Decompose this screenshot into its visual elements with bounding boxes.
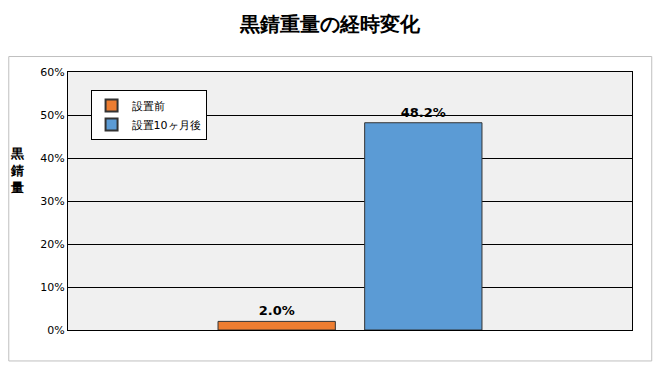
svg-text:40%: 40%: [40, 152, 64, 165]
svg-text:30%: 30%: [40, 195, 64, 208]
svg-text:20%: 20%: [40, 238, 64, 251]
svg-text:黒錆量: 黒錆量: [10, 146, 25, 195]
svg-text:黒錆重量の経時変化: 黒錆重量の経時変化: [239, 12, 421, 36]
svg-text:設置前: 設置前: [132, 100, 165, 113]
svg-text:50%: 50%: [40, 109, 64, 122]
svg-text:48.2%: 48.2%: [401, 105, 446, 120]
svg-text:10%: 10%: [40, 281, 64, 294]
svg-text:60%: 60%: [40, 66, 64, 79]
svg-text:0%: 0%: [47, 324, 64, 337]
svg-text:2.0%: 2.0%: [259, 303, 295, 318]
svg-text:設置10ヶ月後: 設置10ヶ月後: [132, 119, 201, 132]
